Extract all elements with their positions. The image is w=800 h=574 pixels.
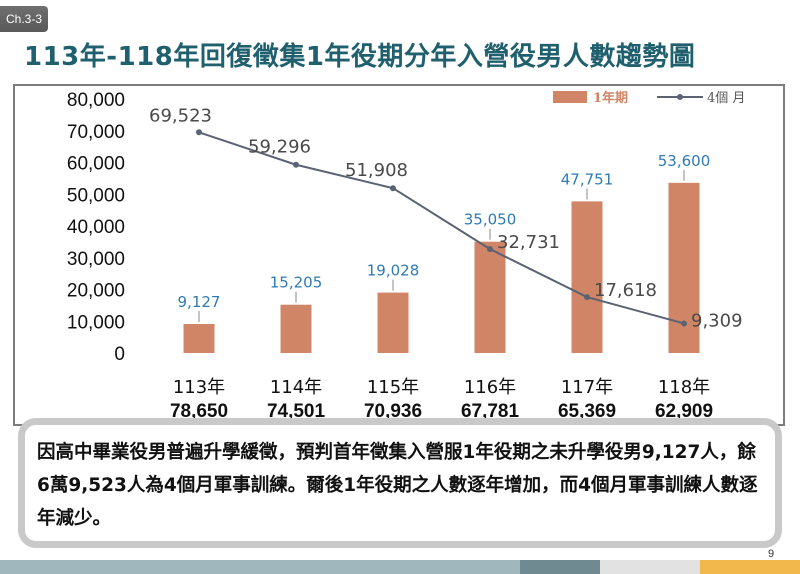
y-tick-label: 40,000	[67, 217, 125, 238]
line-series-4-months	[198, 131, 685, 325]
category-total-label: 74,501	[267, 401, 326, 422]
legend-marker-4-months	[677, 94, 683, 100]
bar-value-label: 53,600	[658, 152, 711, 170]
bottom-bar-segment-1	[0, 560, 520, 574]
bar-value-label: 35,050	[464, 211, 517, 229]
trend-chart: 80,000 70,000 60,000 50,000 40,000 30,000 20,0…	[67, 90, 746, 422]
line-point	[681, 320, 687, 327]
bottom-bar-segment-3	[600, 560, 700, 574]
page-number: 9	[768, 548, 775, 560]
y-tick-label: 20,000	[67, 281, 125, 302]
bar-115年	[377, 292, 409, 353]
line-point	[293, 161, 299, 168]
legend-swatch-1-year	[553, 91, 587, 103]
x-tick-label: 117年	[561, 377, 613, 398]
line-value-label: 17,618	[594, 280, 657, 301]
line-point	[487, 246, 493, 253]
x-tick-label: 114年	[270, 377, 322, 398]
bottom-bar-segment-4	[700, 560, 800, 574]
note-text: 因高中畢業役男普遍升學緩徵，預判首年徵集入營服1年役期之未升學役男9,127人，…	[37, 442, 758, 529]
x-tick-label: 113年	[173, 377, 225, 398]
bar-117年	[571, 201, 603, 353]
bar-114年	[280, 304, 312, 353]
legend-label-4-months: 4個 月	[707, 91, 745, 106]
line-value-label: 59,296	[248, 137, 311, 158]
y-tick-label: 30,000	[67, 249, 125, 270]
category-total-label: 67,781	[461, 401, 520, 422]
category-total-label: 62,909	[655, 401, 713, 422]
line-value-label: 51,908	[345, 160, 408, 181]
line-value-label: 9,309	[691, 310, 743, 331]
bar-value-label: 15,205	[270, 274, 323, 292]
y-tick-label: 10,000	[67, 312, 125, 333]
y-tick-label: 50,000	[67, 185, 125, 206]
y-tick-label: 80,000	[67, 90, 125, 111]
x-tick-label: 116年	[464, 377, 516, 398]
line-point	[390, 185, 396, 192]
line-value-label: 32,731	[497, 232, 560, 253]
bar-116年	[474, 241, 506, 353]
line-point	[584, 294, 590, 301]
note-box: 因高中畢業役男普遍升學緩徵，預判首年徵集入營服1年役期之未升學役男9,127人，…	[18, 418, 782, 548]
bar-value-label: 47,751	[561, 170, 614, 188]
y-tick-label: 0	[114, 344, 125, 365]
chapter-tab: Ch.3-3	[0, 6, 48, 32]
category-total-label: 70,936	[364, 401, 422, 422]
y-tick-label: 70,000	[67, 122, 125, 143]
chart-frame: 80,000 70,000 60,000 50,000 40,000 30,000 20,0…	[13, 84, 785, 426]
category-total-label: 65,369	[558, 401, 616, 422]
line-point	[196, 129, 202, 136]
x-tick-label: 115年	[367, 377, 419, 398]
x-tick-label: 118年	[658, 377, 710, 398]
bar-113年	[183, 324, 215, 353]
bar-value-label: 9,127	[178, 293, 221, 311]
line-value-label: 69,523	[149, 105, 212, 126]
y-tick-label: 60,000	[67, 154, 125, 175]
bottom-bar-segment-2	[520, 560, 600, 574]
category-total-label: 78,650	[170, 401, 228, 422]
legend-label-1-year: 1年期	[593, 90, 628, 106]
slide-title: 113年-118年回復徵集1年役期分年入營役男人數趨勢圖	[24, 42, 696, 72]
bar-value-label: 19,028	[367, 262, 420, 280]
